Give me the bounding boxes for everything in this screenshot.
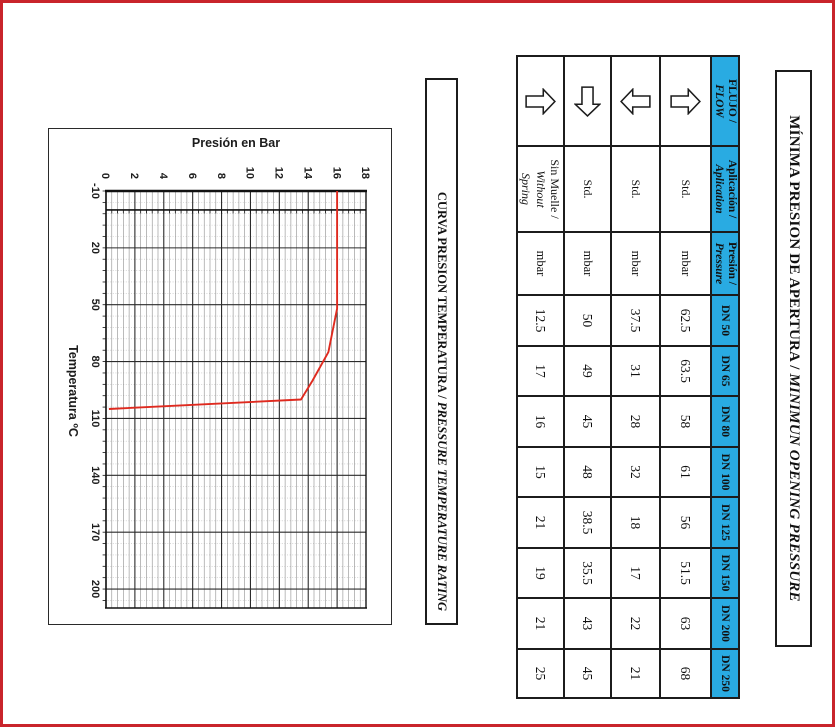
chart-title-text: CURVA PRESION TEMPERATURA /	[435, 191, 449, 399]
pressure-value: 38.5	[564, 497, 611, 548]
y-axis-tick-label: 4	[157, 173, 169, 180]
chart-canvas: 0 2 4 6 8 10 12 14 16 18 -10 20 50 80 110 140 170 200 Pres…	[66, 136, 371, 609]
pressure-temperature-chart: 0 2 4 6 8 10 12 14 16 18 -10 20 50 80 110 140 170 200 Pres…	[48, 128, 392, 625]
pressure-value: 63	[660, 598, 711, 649]
pressure-value: 28	[611, 396, 660, 447]
flow-down-arrow-icon	[620, 86, 651, 116]
y-axis-tick-label: 2	[128, 173, 140, 179]
flow-direction-cell	[517, 56, 564, 146]
chart-title-text-italic: PRESSURE TEMPERATURE RATING	[435, 401, 449, 611]
table-header-row: FLUJO / FLOW Aplicación / Aplication Presi…	[711, 56, 739, 698]
pressure-value: 21	[517, 598, 564, 649]
x-axis-tick-label: 20	[89, 242, 101, 254]
pressure-value: 62.5	[660, 295, 711, 346]
header-dn200: DN 200	[711, 598, 739, 649]
y-axis-tick-label: 14	[301, 167, 313, 180]
pressure-value: 22	[611, 598, 660, 649]
y-axis-tick-label: 0	[99, 173, 111, 179]
pressure-value: 18	[611, 497, 660, 548]
pressure-value: 19	[517, 548, 564, 598]
flow-right-arrow-icon	[573, 85, 602, 117]
main-title-text: MÍNIMA PRESION DE APERTURA /	[786, 115, 802, 370]
table-row: Std. mbar 37.5 31 28 32 18 17 22 21	[611, 56, 660, 698]
header-dn80: DN 80	[711, 396, 739, 447]
pressure-value: 63.5	[660, 346, 711, 396]
x-axis-tick-label: 200	[89, 580, 101, 598]
x-axis-tick-label: -10	[89, 183, 101, 199]
flow-up-arrow-icon	[670, 86, 701, 116]
header-dn125: DN 125	[711, 497, 739, 548]
header-flow: FLUJO / FLOW	[711, 56, 739, 146]
pressure-value: 45	[564, 649, 611, 698]
pressure-value: 16	[517, 396, 564, 447]
header-dn65: DN 65	[711, 346, 739, 396]
pressure-value: 32	[611, 447, 660, 497]
pressure-value: 58	[660, 396, 711, 447]
pressure-value: 50	[564, 295, 611, 346]
pressure-value: 25	[517, 649, 564, 698]
flow-direction-cell	[611, 56, 660, 146]
pressure-value: 37.5	[611, 295, 660, 346]
chart-title-box: CURVA PRESION TEMPERATURA / PRESSURE TEM…	[425, 78, 458, 625]
pressure-value: 68	[660, 649, 711, 698]
flow-direction-cell	[660, 56, 711, 146]
header-dn150: DN 150	[711, 548, 739, 598]
flow-up-arrow-icon	[525, 86, 556, 116]
pressure-value: 61	[660, 447, 711, 497]
header-pressure: Presión / Pressure	[711, 232, 739, 295]
pressure-value: 21	[611, 649, 660, 698]
rating-curve	[108, 191, 339, 410]
y-axis-tick-label: 8	[215, 173, 227, 179]
x-axis-tick-label: 170	[89, 523, 101, 541]
y-axis-title: Presión en Bar	[192, 136, 280, 150]
y-axis-tick-label: 16	[330, 167, 342, 179]
pressure-value: 21	[517, 497, 564, 548]
y-axis-tick-label: 10	[244, 167, 256, 179]
x-axis-tick-label: 110	[89, 410, 101, 428]
table-row: Std. mbar 50 49 45 48 38.5 35.5 43 45	[564, 56, 611, 698]
pressure-value: 51.5	[660, 548, 711, 598]
pressure-value: 12.5	[517, 295, 564, 346]
x-axis-title: Temperatura ºC	[66, 345, 80, 437]
opening-pressure-table: FLUJO / FLOW Aplicación / Aplication Presi…	[516, 55, 740, 699]
pressure-value: 49	[564, 346, 611, 396]
pressure-value: 15	[517, 447, 564, 497]
header-dn50: DN 50	[711, 295, 739, 346]
pressure-value: 35.5	[564, 548, 611, 598]
flow-direction-cell	[564, 56, 611, 146]
y-axis-tick-label: 12	[273, 167, 285, 179]
header-dn250: DN 250	[711, 649, 739, 698]
x-axis-tick-label: 50	[89, 299, 101, 311]
pressure-value: 43	[564, 598, 611, 649]
header-dn100: DN 100	[711, 447, 739, 497]
header-application: Aplicación / Aplication	[711, 146, 739, 232]
x-axis-tick-label: 140	[89, 466, 101, 484]
table-row: Std. mbar 62.5 63.5 58 61 56 51.5 63 68	[660, 56, 711, 698]
table-row: Sin Muelle / Without Spring mbar 12.5 17…	[517, 56, 564, 698]
pressure-value: 48	[564, 447, 611, 497]
pressure-value: 56	[660, 497, 711, 548]
y-axis-tick-label: 18	[359, 167, 371, 179]
pressure-value: 17	[517, 346, 564, 396]
pressure-value: 31	[611, 346, 660, 396]
pressure-value: 17	[611, 548, 660, 598]
main-title-text-italic: MINIMUN OPENING PRESSURE	[786, 373, 802, 602]
y-axis-tick-label: 6	[186, 173, 198, 179]
pressure-value: 45	[564, 396, 611, 447]
main-title-box: MÍNIMA PRESION DE APERTURA / MINIMUN OPE…	[775, 70, 812, 647]
x-axis-tick-label: 80	[89, 355, 101, 367]
